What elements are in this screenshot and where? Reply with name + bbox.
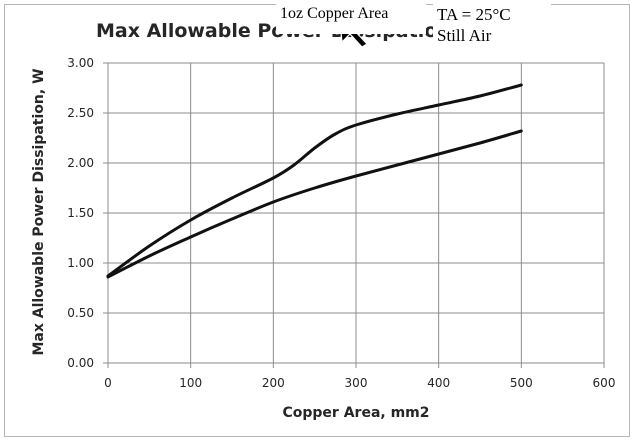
x-tick-label: 600 xyxy=(593,376,616,390)
y-tick-label: 2.50 xyxy=(67,106,94,120)
x-tick-label: 500 xyxy=(510,376,533,390)
series-line-1 xyxy=(106,83,523,278)
x-tick-label: 0 xyxy=(104,376,112,390)
y-tick-label: 1.00 xyxy=(67,256,94,270)
tick-labels: 0.00 0.50 1.00 1.50 2.00 2.50 3.00 0 100 200 300 40… xyxy=(67,56,615,390)
annotation-still-air-text: Still Air xyxy=(437,26,492,45)
x-tick-label: 200 xyxy=(262,376,285,390)
x-tick-label: 400 xyxy=(427,376,450,390)
annotation-conditions: TA = 25°C Still Air xyxy=(433,2,551,52)
annotation-ta-text: TA = 25°C xyxy=(437,5,511,24)
y-tick-label: 2.00 xyxy=(67,156,94,170)
x-axis-title: Copper Area, mm2 xyxy=(283,405,430,421)
x-tick-label: 100 xyxy=(179,376,202,390)
y-axis-title: Max Allowable Power Dissipation, W xyxy=(31,68,47,355)
y-tick-label: 0.00 xyxy=(67,356,94,370)
y-tick-label: 1.50 xyxy=(67,206,94,220)
y-tick-label: 3.00 xyxy=(67,56,94,70)
series-lines xyxy=(106,83,523,279)
x-tick-label: 300 xyxy=(345,376,368,390)
annotation-copper-area-text: 1oz Copper Area xyxy=(280,5,389,22)
gridlines xyxy=(103,62,605,368)
annotation-copper-area: 1oz Copper Area xyxy=(276,2,426,34)
series-line-2 xyxy=(106,129,523,279)
y-tick-label: 0.50 xyxy=(67,306,94,320)
